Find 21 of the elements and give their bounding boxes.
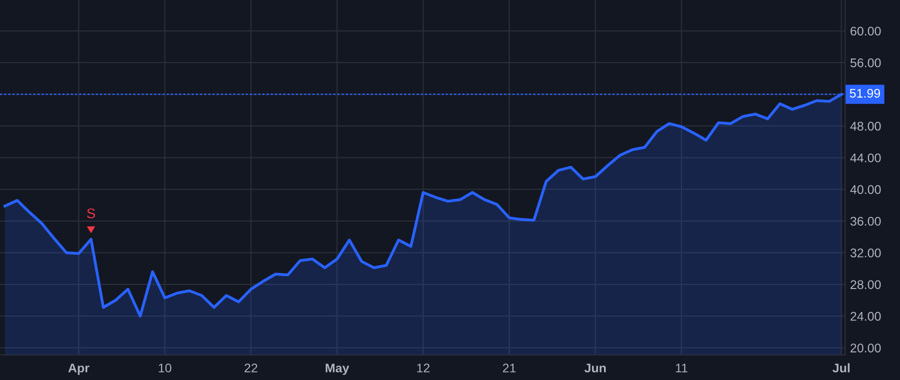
y-tick-label: 56.00 (850, 58, 881, 68)
x-tick-label: 22 (244, 364, 258, 372)
y-tick-label: 40.00 (850, 185, 881, 194)
y-tick-label: 28.00 (850, 280, 881, 290)
x-tick-label: Jun (584, 364, 606, 372)
x-tick-label: Apr (68, 364, 90, 375)
x-tick-label: May (326, 364, 350, 375)
x-tick-label: 11 (676, 364, 688, 372)
ref-line-label: 51.99 (850, 88, 880, 98)
x-tick-label: Jul (832, 363, 850, 372)
x-tick-label: 12 (417, 364, 430, 372)
y-tick-label: 60.00 (850, 26, 881, 36)
y-tick-label: 48.00 (850, 122, 881, 131)
y-tick-label: 44.00 (850, 153, 881, 162)
x-tick-label: 10 (158, 364, 172, 372)
annotation: S (87, 208, 96, 218)
y-tick-label: 32.00 (850, 248, 881, 258)
y-tick-label: 20.00 (850, 344, 881, 352)
x-tick-label: 21 (502, 364, 516, 372)
y-tick-label: 36.00 (850, 216, 881, 226)
y-tick-label: 24.00 (850, 312, 881, 321)
